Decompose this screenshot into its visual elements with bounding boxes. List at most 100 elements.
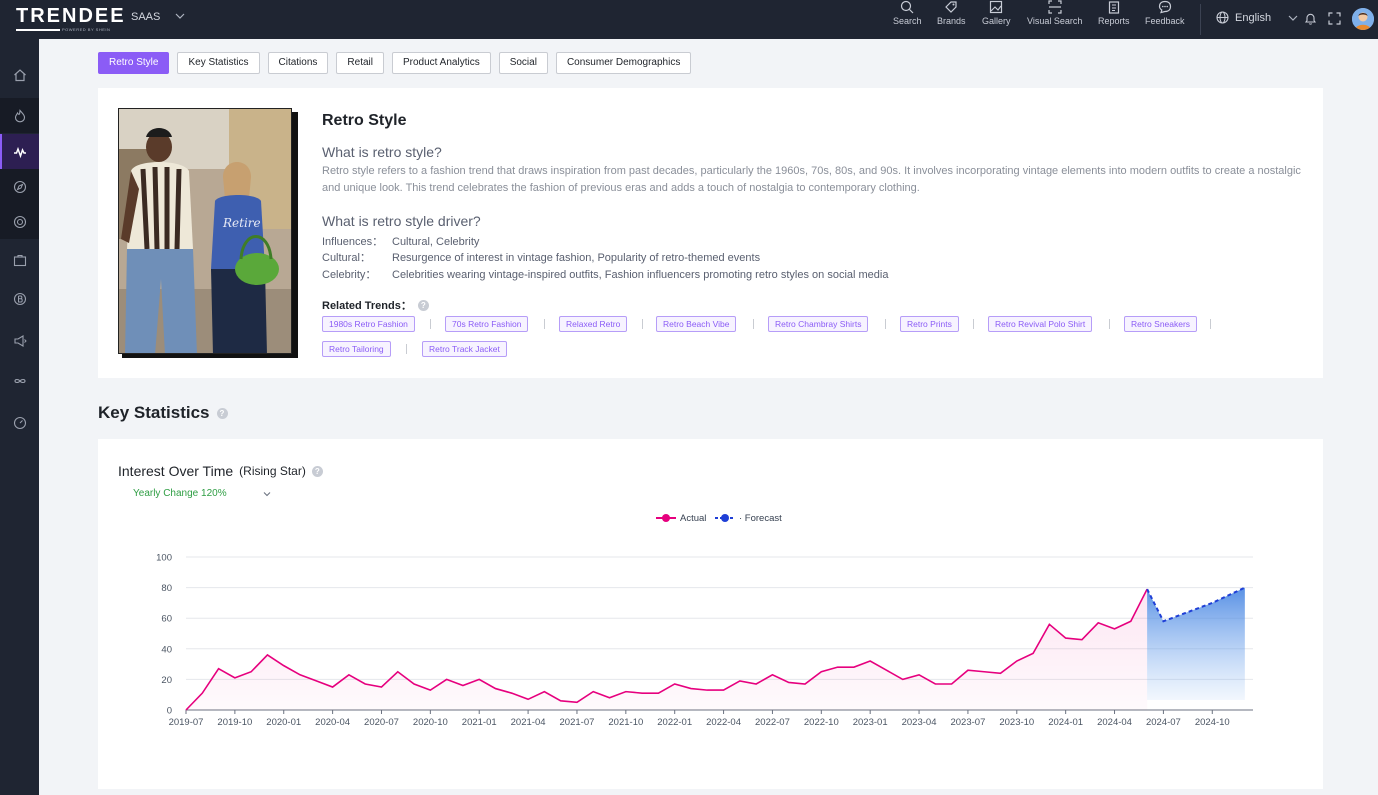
nav-gallery[interactable]: Gallery — [982, 0, 1011, 26]
x-tick-label: 2024-01 — [1048, 717, 1083, 728]
sidebar-item-home[interactable] — [0, 57, 39, 92]
x-tick-label: 2020-01 — [266, 717, 301, 728]
related-trend-chip[interactable]: Retro Revival Polo Shirt — [988, 316, 1093, 332]
nav-feedback[interactable]: Feedback — [1145, 0, 1185, 26]
trend-icon — [13, 146, 26, 158]
related-trend-chip[interactable]: Retro Track Jacket — [422, 341, 507, 357]
related-trends-label: Related Trends： ? — [322, 297, 429, 313]
help-icon[interactable]: ? — [311, 465, 323, 477]
forecast-series-line — [1146, 586, 1246, 623]
definition-answer: Retro style refers to a fashion trend th… — [322, 165, 1301, 194]
tab-product-analytics[interactable]: Product Analytics — [391, 52, 491, 74]
legend-label: Actual — [680, 513, 706, 524]
sidebar-item-hot[interactable] — [0, 98, 39, 133]
tab-key-statistics[interactable]: Key Statistics — [177, 52, 260, 74]
tab-social[interactable]: Social — [498, 52, 548, 74]
chevron-down-icon — [1288, 15, 1298, 21]
top-bar: TRENDEE POWERED BY SHEIN SAAS Search Bra… — [0, 0, 1378, 39]
nav-visual-search[interactable]: Visual Search — [1027, 0, 1082, 26]
globe-icon — [1216, 11, 1229, 24]
tab-retro-style[interactable]: Retro Style — [98, 52, 170, 74]
interest-over-time-chart: 0 20 40 60 80 100 2019-07 2019-10 2020-01 2020-04… — [156, 513, 1253, 728]
target-icon — [13, 215, 26, 228]
chip-separator — [1109, 319, 1110, 329]
sidebar-item-target[interactable] — [0, 204, 39, 239]
fullscreen-icon[interactable] — [1328, 12, 1341, 25]
sidebar-item-brands[interactable] — [0, 281, 39, 316]
chart-title-text: Interest Over Time — [118, 463, 234, 479]
chip-separator — [973, 319, 974, 329]
x-tick-label: 2022-01 — [657, 717, 692, 728]
x-tick-label: 2024-07 — [1146, 717, 1181, 728]
x-tick-label: 2022-10 — [804, 717, 839, 728]
x-tick-label: 2020-04 — [315, 717, 350, 728]
driver-key: Celebrity： — [322, 269, 377, 281]
related-trend-chip[interactable]: 1980s Retro Fashion — [322, 316, 415, 332]
driver-row-influences: Influences： Cultural, Celebrity — [322, 233, 479, 249]
home-icon — [13, 68, 26, 81]
interest-chart-card: Interest Over Time (Rising Star) ? Yearl… — [98, 439, 1323, 789]
related-trend-chip[interactable]: Retro Chambray Shirts — [768, 316, 869, 332]
scan-icon — [1048, 0, 1062, 14]
key-statistics-title: Key Statistics ? — [98, 403, 228, 423]
chip-separator — [885, 319, 886, 329]
sidebar-item-connections[interactable] — [0, 363, 39, 398]
related-trends-text: Related Trends： — [322, 300, 412, 312]
help-icon[interactable]: ? — [216, 407, 228, 419]
related-trend-chip[interactable]: Retro Prints — [900, 316, 959, 332]
bell-icon[interactable] — [1304, 12, 1317, 26]
chip-separator — [544, 319, 545, 329]
product-selector[interactable]: SAAS — [131, 11, 161, 23]
y-tick-label: 0 — [167, 706, 172, 717]
chip-separator — [1210, 319, 1211, 329]
section-tabs: Retro Style Key Statistics Citations Ret… — [98, 52, 692, 74]
sidebar-item-trends[interactable] — [0, 134, 39, 169]
sidebar-item-explore[interactable] — [0, 169, 39, 204]
nav-label: Feedback — [1145, 16, 1185, 26]
tab-retail[interactable]: Retail — [336, 52, 384, 74]
nav-label: Reports — [1098, 16, 1130, 26]
nav-brands[interactable]: Brands — [937, 0, 966, 26]
sidebar — [0, 39, 39, 795]
chip-separator — [753, 319, 754, 329]
x-tick-label: 2021-04 — [511, 717, 546, 728]
related-trend-chip[interactable]: Retro Tailoring — [322, 341, 391, 357]
help-icon[interactable]: ? — [417, 299, 429, 311]
language-selector[interactable]: English — [1216, 11, 1299, 24]
tab-consumer-demographics[interactable]: Consumer Demographics — [555, 52, 692, 74]
sidebar-item-performance[interactable] — [0, 405, 39, 440]
gauge-icon — [13, 416, 26, 429]
legend-marker — [721, 514, 729, 522]
related-trend-chip[interactable]: 70s Retro Fashion — [445, 316, 529, 332]
language-label: English — [1235, 11, 1272, 24]
x-tick-label: 2023-04 — [902, 717, 937, 728]
chevron-down-icon[interactable] — [174, 10, 186, 22]
related-trend-chip[interactable]: Relaxed Retro — [559, 316, 628, 332]
definition-question: What is retro style? — [322, 144, 442, 160]
nav-search[interactable]: Search — [893, 0, 922, 26]
header-divider — [1200, 4, 1201, 35]
driver-row-celebrity: Celebrity： Celebrities wearing vintage-in… — [322, 266, 888, 282]
logo[interactable]: TRENDEE POWERED BY SHEIN — [16, 5, 126, 33]
avatar[interactable] — [1352, 8, 1374, 30]
y-tick-label: 100 — [156, 553, 172, 564]
x-tick-label: 2024-10 — [1195, 717, 1230, 728]
related-trend-chip[interactable]: Retro Beach Vibe — [656, 316, 737, 332]
x-tick-label: 2023-10 — [999, 717, 1034, 728]
key-statistics-text: Key Statistics — [98, 403, 210, 422]
megaphone-icon — [13, 334, 27, 347]
yearly-change-dropdown[interactable]: Yearly Change 120% — [133, 488, 272, 499]
x-tick-label: 2022-07 — [755, 717, 790, 728]
gallery-icon — [990, 0, 1003, 14]
street-style-photo-icon: Retire — [119, 109, 291, 353]
tab-citations[interactable]: Citations — [267, 52, 329, 74]
logo-subtitle: POWERED BY SHEIN — [16, 27, 126, 33]
nav-reports[interactable]: Reports — [1098, 0, 1130, 26]
y-tick-label: 20 — [161, 675, 172, 686]
legend-marker — [662, 514, 670, 522]
sidebar-item-marketing[interactable] — [0, 323, 39, 358]
sidebar-item-retail[interactable] — [0, 242, 39, 277]
nav-label: Brands — [937, 16, 966, 26]
x-tick-label: 2019-10 — [217, 717, 252, 728]
related-trend-chip[interactable]: Retro Sneakers — [1124, 316, 1198, 332]
